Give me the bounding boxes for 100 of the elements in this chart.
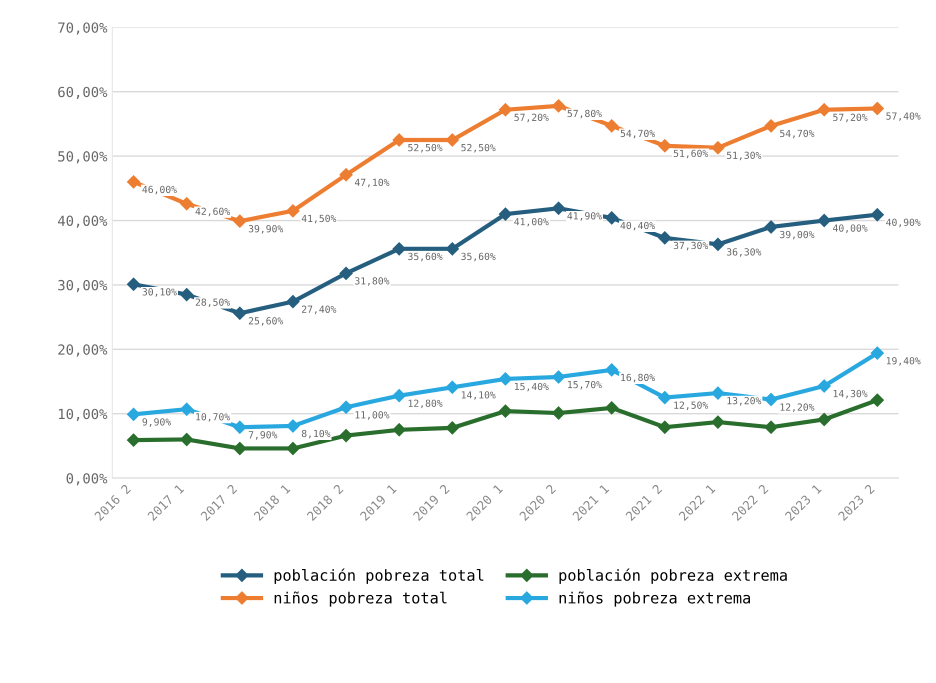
data-label: 12,50% (674, 402, 708, 410)
data-label: 52,50% (408, 144, 442, 152)
point (764, 119, 778, 132)
point (392, 242, 406, 256)
point (658, 391, 672, 404)
point (446, 421, 459, 434)
data-label: 40,00% (833, 224, 868, 233)
data-label: 7,90% (248, 431, 278, 440)
point (764, 220, 778, 234)
data-label: 28,50% (196, 298, 230, 308)
point (818, 214, 831, 228)
point (711, 386, 725, 400)
point (446, 242, 459, 256)
point (764, 392, 778, 406)
point (711, 141, 725, 154)
point (233, 306, 246, 320)
data-label: 14,30% (834, 390, 868, 398)
point (392, 423, 406, 436)
point (658, 139, 672, 152)
point (605, 119, 618, 132)
data-label: 40,90% (886, 218, 921, 228)
point (233, 420, 246, 434)
data-label: 25,60% (248, 317, 284, 326)
point (126, 408, 140, 421)
data-label: 12,80% (408, 400, 442, 408)
y-tick-label: 50,00% (58, 151, 108, 164)
data-label: 15,40% (514, 382, 549, 392)
point (286, 204, 300, 218)
legend-label: población pobreza total (274, 568, 484, 584)
point (339, 400, 353, 414)
data-label: 15,70% (568, 380, 602, 390)
data-label: 41,50% (302, 214, 336, 224)
y-tick-label: 40,00% (58, 216, 108, 228)
data-label: 51,30% (726, 152, 762, 160)
data-label: 54,70% (780, 130, 814, 138)
data-label: 10,70% (196, 413, 230, 422)
point (818, 379, 831, 393)
point (339, 168, 353, 182)
data-label: 13,20% (727, 396, 762, 406)
data-label: 40,40% (620, 222, 655, 230)
point (605, 211, 618, 225)
point (605, 363, 618, 376)
point (498, 372, 512, 386)
data-label: 9,90% (142, 418, 172, 427)
data-label: 39,00% (780, 230, 814, 240)
y-tick-label: 30,00% (58, 280, 108, 292)
point (126, 434, 140, 447)
data-label: 35,60% (408, 252, 442, 262)
y-tick-label: 70,00% (58, 22, 108, 35)
data-label: 35,60% (461, 252, 496, 262)
point (180, 402, 194, 416)
point (392, 133, 406, 147)
data-label: 42,60% (196, 208, 230, 216)
point (233, 214, 246, 228)
point (126, 278, 140, 291)
data-label: 8,10% (302, 430, 330, 438)
point (498, 103, 512, 116)
point (870, 394, 884, 407)
point (552, 370, 566, 384)
point (446, 133, 459, 147)
y-tick-label: 60,00% (58, 86, 108, 99)
data-label: 30,10% (142, 288, 177, 297)
point (339, 266, 353, 280)
point (392, 389, 406, 402)
data-label: 36,30% (726, 248, 762, 257)
point (498, 404, 512, 418)
data-label: 57,20% (514, 114, 549, 122)
point (552, 202, 566, 215)
point (180, 432, 194, 446)
point (180, 288, 194, 302)
data-label: 37,30% (674, 242, 708, 250)
y-tick-label: 20,00% (58, 344, 108, 357)
data-label: 27,40% (302, 306, 336, 314)
data-label: 41,00% (514, 218, 549, 227)
point (126, 175, 140, 188)
point (764, 420, 778, 434)
data-label: 57,80% (568, 110, 602, 118)
data-label: 14,10% (462, 391, 496, 400)
point (552, 99, 566, 112)
data-label: 39,90% (248, 225, 284, 234)
point (498, 207, 512, 221)
point (818, 103, 831, 116)
data-label: 46,00% (142, 186, 177, 194)
data-label: 11,00% (356, 411, 390, 420)
legend-label: población pobreza extrema (560, 568, 787, 584)
legend-label: niños pobreza extrema (560, 592, 750, 607)
point (286, 442, 300, 456)
y-tick-label: 10,00% (58, 408, 108, 421)
point (870, 102, 884, 116)
point (286, 295, 300, 308)
point (711, 415, 725, 429)
data-label: 16,80% (621, 374, 655, 382)
point (711, 238, 725, 251)
data-label: 41,90% (567, 212, 602, 221)
point (180, 197, 194, 210)
point (818, 412, 831, 426)
point (605, 401, 618, 414)
point (658, 420, 672, 434)
data-label: 31,80% (355, 277, 390, 286)
data-label: 51,60% (674, 150, 708, 158)
